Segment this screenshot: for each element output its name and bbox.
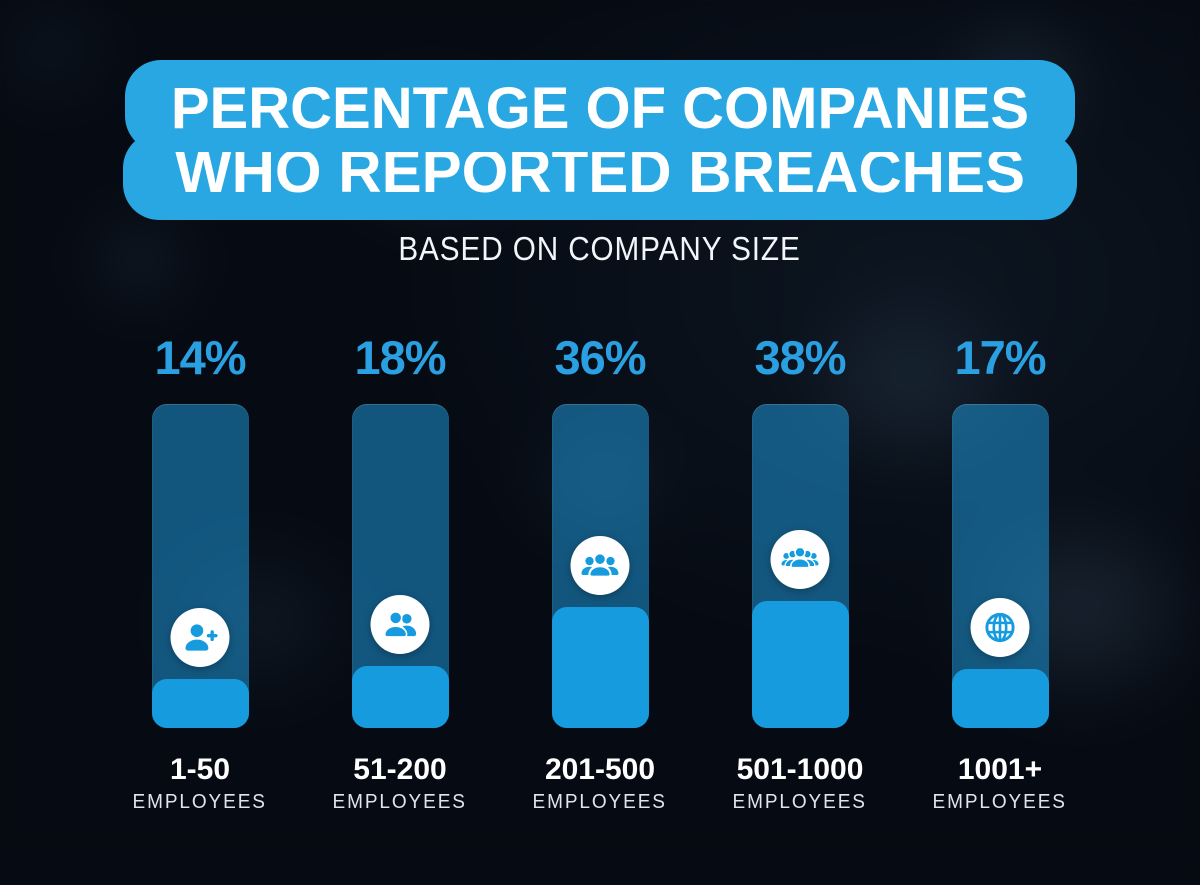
bar-value-label: 36% bbox=[554, 331, 646, 384]
bar-column: 14% 1-50 EMPLOYEES bbox=[100, 334, 300, 812]
bar-sublabel: EMPLOYEES bbox=[732, 791, 868, 813]
bar-fill bbox=[751, 601, 849, 728]
bar-value-label: 38% bbox=[754, 331, 846, 384]
bar-range-label: 501-1000 bbox=[736, 753, 864, 786]
bar-sublabel: EMPLOYEES bbox=[532, 791, 668, 813]
bar-icon-circle bbox=[170, 608, 230, 667]
bar-track bbox=[551, 404, 649, 728]
bar-range-label: 1-50 bbox=[169, 753, 231, 786]
title-line-1: PERCENTAGE OF COMPANIES bbox=[124, 60, 1076, 152]
bar-column: 36% 201-500 EMPLOYEES bbox=[500, 334, 700, 812]
bars-row: 14% 1-50 EMPLOYEES 18% bbox=[100, 334, 1100, 812]
group-icon bbox=[581, 552, 619, 578]
crowd-icon bbox=[781, 546, 819, 569]
bar-column: 38% bbox=[700, 334, 900, 812]
bar-value-label: 17% bbox=[954, 331, 1046, 384]
bar-track bbox=[351, 404, 449, 728]
bar-value-label: 14% bbox=[154, 331, 246, 384]
bar-range-label: 201-500 bbox=[544, 753, 656, 786]
person-add-icon bbox=[185, 624, 218, 651]
bar-fill bbox=[151, 679, 249, 728]
bar-fill bbox=[951, 669, 1049, 728]
two-people-icon bbox=[383, 611, 417, 638]
bar-icon-circle bbox=[970, 598, 1030, 657]
title-block: PERCENTAGE OF COMPANIES WHO REPORTED BRE… bbox=[122, 60, 1078, 220]
bar-fill bbox=[351, 666, 449, 728]
bar-value-label: 18% bbox=[354, 331, 446, 384]
bar-column: 18% 51-200 EMPLOYEES bbox=[300, 334, 500, 812]
bar-range-label: 1001+ bbox=[957, 753, 1043, 786]
bar-sublabel: EMPLOYEES bbox=[332, 791, 468, 813]
bar-column: 17% 1001+ EMPLOYEES bbox=[900, 334, 1100, 812]
bar-track bbox=[751, 404, 849, 728]
bar-icon-circle bbox=[370, 595, 430, 654]
bar-icon-circle bbox=[770, 530, 830, 589]
globe-icon bbox=[985, 612, 1015, 643]
infographic: PERCENTAGE OF COMPANIES WHO REPORTED BRE… bbox=[100, 60, 1100, 812]
subtitle: BASED ON COMPANY SIZE bbox=[398, 230, 802, 267]
bar-sublabel: EMPLOYEES bbox=[932, 791, 1068, 813]
bar-track bbox=[151, 404, 249, 728]
bar-track bbox=[951, 404, 1049, 728]
bar-sublabel: EMPLOYEES bbox=[132, 791, 268, 813]
bar-range-label: 51-200 bbox=[353, 753, 447, 786]
bar-fill bbox=[551, 607, 649, 728]
bar-icon-circle bbox=[570, 536, 630, 595]
